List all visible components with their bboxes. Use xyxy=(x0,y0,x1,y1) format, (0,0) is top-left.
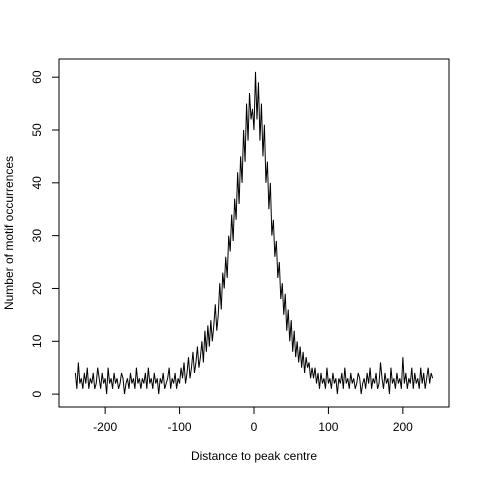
x-tick-label: 200 xyxy=(393,420,413,434)
x-tick-label: -200 xyxy=(93,420,117,434)
y-tick-label: 20 xyxy=(30,281,44,295)
y-axis-label: Number of motif occurrences xyxy=(2,156,16,310)
y-tick-label: 40 xyxy=(30,176,44,190)
x-tick-label: -100 xyxy=(168,420,192,434)
data-line xyxy=(74,71,434,395)
y-tick-label: 30 xyxy=(30,229,44,243)
y-tick-label: 10 xyxy=(30,334,44,348)
x-tick-label: 100 xyxy=(318,420,338,434)
x-tick-label: 0 xyxy=(251,420,258,434)
x-axis-label: Distance to peak centre xyxy=(191,449,317,463)
y-tick-label: 60 xyxy=(30,70,44,84)
y-tick-label: 0 xyxy=(30,390,44,397)
y-tick-label: 50 xyxy=(30,123,44,137)
